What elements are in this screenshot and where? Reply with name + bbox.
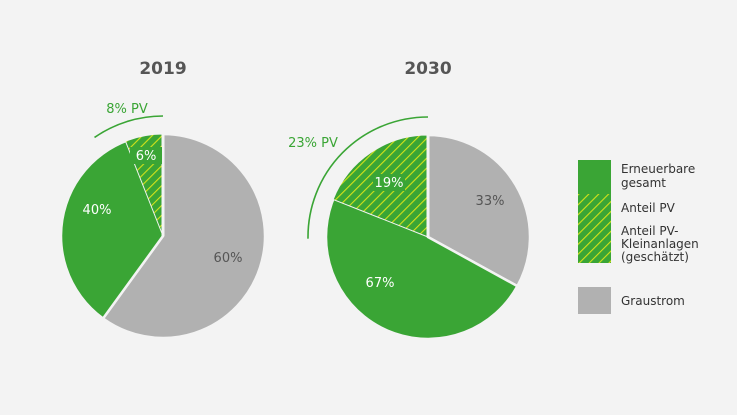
slice-graustrom [101,132,267,340]
legend-label-erneuerbare: Erneuerbare gesamt [621,162,695,190]
pv-share-label: 8% PV [106,102,148,117]
pie-chart-2030: 2030 23% PV 33% 67% 19% [288,59,532,341]
legend: Erneuerbare gesamt Anteil PV Anteil PV-Klei… [578,160,699,314]
pv-share-label: 23% PV [288,136,338,151]
legend-swatch-pv-kleinanlagen [578,222,611,263]
data-label-erneuerbare: 67% [366,276,395,291]
legend-swatch-anteil-pv [578,194,611,222]
pie-chart-2019: 2019 8% PV 60% 40% 6% [59,59,267,340]
legend-label-anteil-pv: Anteil PV [621,201,676,215]
data-label-pv-kleinanlagen: 6% [136,149,157,164]
data-label-graustrom: 33% [476,194,505,209]
data-label-graustrom: 60% [214,251,243,266]
legend-label-line: Erneuerbare [621,162,695,176]
chart-title: 2030 [404,59,451,79]
chart-title: 2019 [139,59,186,79]
legend-swatch-erneuerbare [578,160,611,194]
legend-swatch-graustrom [578,287,611,314]
legend-label-pv-kleinanlagen: Anteil PV-Kleinanlagen (geschätzt) [621,224,699,264]
slice-graustrom [426,133,532,288]
legend-label-line: Anteil PV- [621,224,678,238]
pv-small-label-bg [130,147,162,164]
pv-share-arc [307,116,429,239]
data-label-erneuerbare: 40% [83,203,112,218]
data-label-pv-kleinanlagen: 19% [375,176,404,191]
legend-label-graustrom: Graustrom [621,294,685,308]
legend-label-line: (geschätzt) [621,250,689,264]
legend-label-line: Kleinanlagen [621,237,699,251]
legend-label-line: gesamt [621,176,666,190]
pv-small-label-bg [373,174,405,191]
pv-share-arc [94,115,164,139]
